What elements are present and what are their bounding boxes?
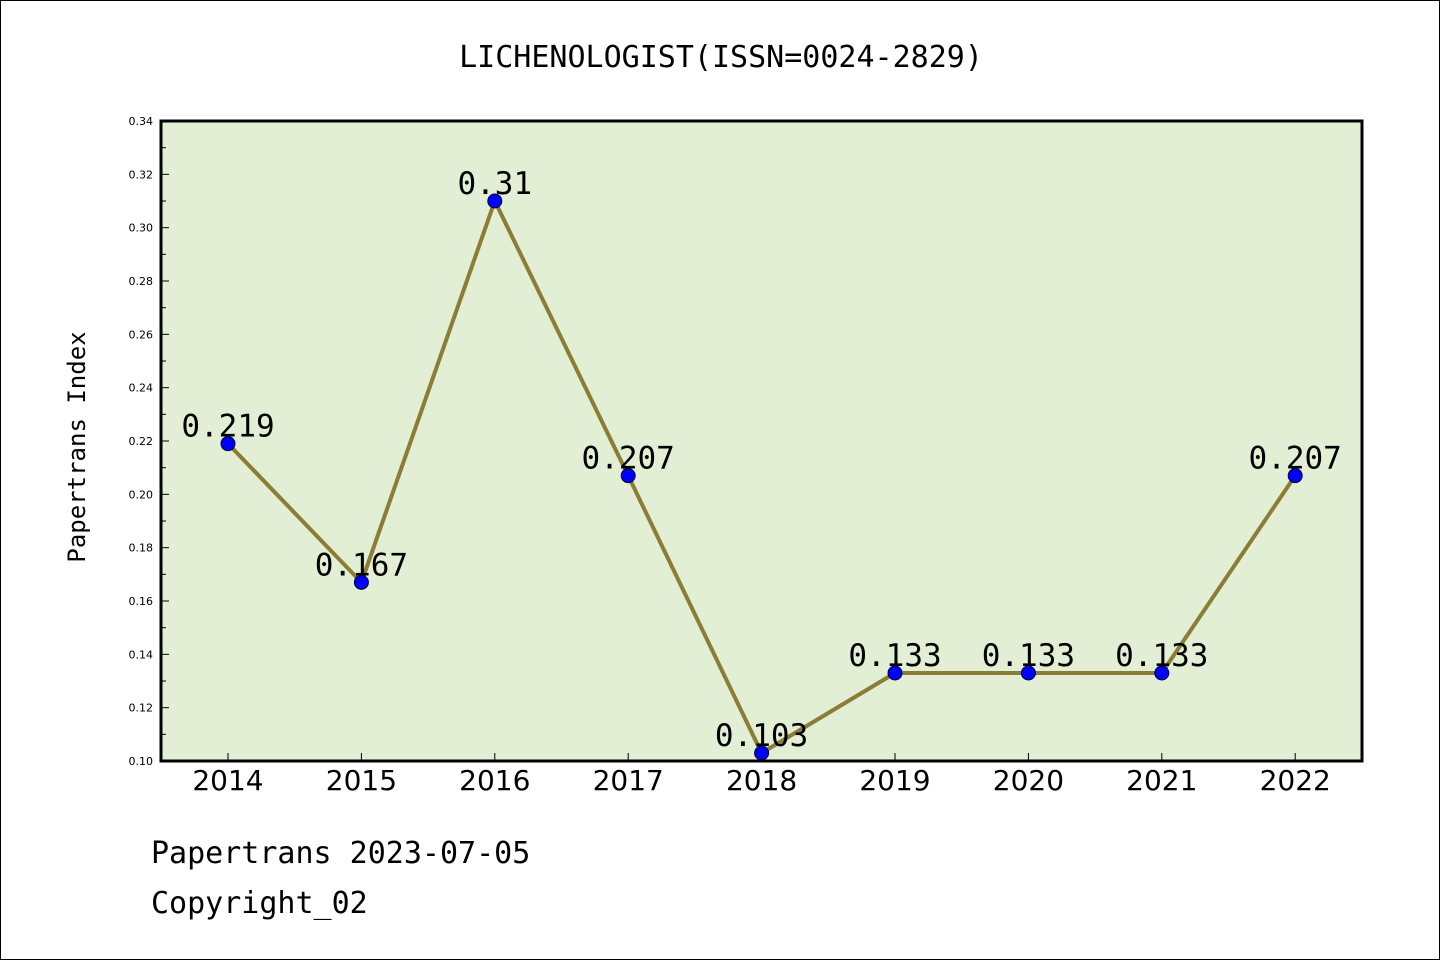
- x-tick-label: 2015: [326, 764, 397, 797]
- data-label: 0.103: [715, 718, 808, 754]
- data-point: [620, 468, 636, 484]
- y-axis: 0.10 0.12 0.14 0.16 0.18 0.20 0.22 0.24 0.26 0.28…: [129, 115, 169, 768]
- y-tick-label: 0.24: [129, 382, 154, 395]
- x-tick-label: 2016: [459, 764, 530, 797]
- data-markers: [220, 193, 1303, 761]
- y-tick-label: 0.12: [129, 702, 154, 715]
- plot-border: [159, 119, 1364, 763]
- x-axis: 2014 2015 2016 2017 2018 2019 2020 2021 2022: [192, 753, 1331, 797]
- footer-date-text: Papertrans 2023-07-05: [151, 836, 531, 871]
- y-tick-label: 0.20: [129, 488, 154, 501]
- data-label: 0.133: [1115, 638, 1208, 674]
- data-label: 0.219: [181, 409, 274, 445]
- y-tick-label: 0.34: [129, 115, 154, 128]
- x-tick-label: 2022: [1260, 764, 1331, 797]
- x-tick-label: 2021: [1126, 764, 1197, 797]
- x-tick-label: 2018: [726, 764, 797, 797]
- x-tick-label: 2019: [859, 764, 930, 797]
- data-point: [1154, 665, 1170, 681]
- data-point: [887, 665, 903, 681]
- data-label: 0.31: [457, 166, 532, 202]
- y-tick-label: 0.10: [129, 755, 154, 768]
- x-tick-label: 2020: [993, 764, 1064, 797]
- x-tick-label: 2014: [192, 764, 263, 797]
- y-tick-label: 0.16: [129, 595, 154, 608]
- y-tick-label: 0.14: [129, 648, 154, 661]
- y-tick-label: 0.26: [129, 328, 154, 341]
- data-point: [220, 436, 236, 452]
- plot-area: [161, 121, 1362, 761]
- y-tick-label: 0.22: [129, 435, 154, 448]
- data-point: [487, 193, 503, 209]
- data-label: 0.167: [315, 547, 408, 583]
- data-point: [1287, 468, 1303, 484]
- footer-copyright-text: Copyright_02: [151, 886, 368, 921]
- y-tick-label: 0.32: [129, 168, 154, 181]
- data-label: 0.207: [582, 441, 675, 477]
- y-tick-label: 0.18: [129, 542, 154, 555]
- y-tick-label: 0.30: [129, 222, 154, 235]
- data-point: [353, 574, 369, 590]
- y-axis-label: Papertrans Index: [63, 331, 91, 562]
- data-labels: 0.219 0.167 0.31 0.207 0.103 0.133 0.133 0.133 0…: [181, 166, 1342, 754]
- y-tick-label: 0.28: [129, 275, 154, 288]
- data-label: 0.207: [1249, 441, 1342, 477]
- data-label: 0.133: [848, 638, 941, 674]
- data-point: [1020, 665, 1036, 681]
- data-label: 0.133: [982, 638, 1075, 674]
- x-tick-label: 2017: [593, 764, 664, 797]
- chart-title: LICHENOLOGIST(ISSN=0024-2829): [459, 40, 983, 75]
